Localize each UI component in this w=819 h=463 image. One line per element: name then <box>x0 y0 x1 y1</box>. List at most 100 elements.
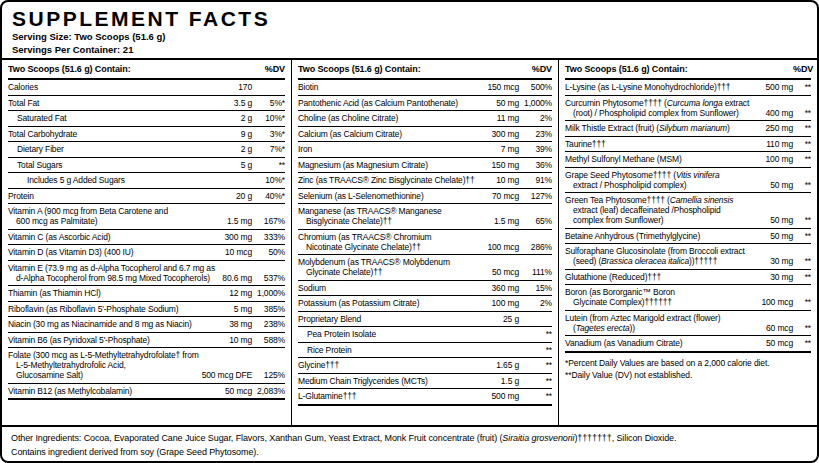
nutrient-row-main: extract / Phospholipid complex)50 mg** <box>565 180 811 190</box>
footnote-line: *Percent Daily Values are based on a 2,0… <box>565 357 811 370</box>
column-header: Two Scoops (51.6 g) Contain:%DV <box>298 60 552 80</box>
nutrient-row: Vitamin E (73.9 mg as d-Alpha Tocopherol… <box>8 261 285 287</box>
nutrient-amount: 500 mg <box>762 82 793 92</box>
nutrient-dv: 3%* <box>252 129 285 139</box>
nutrient-row-main: 600 mcg as Palmitate)1.5 mg167% <box>8 216 285 226</box>
label-header: SUPPLEMENT FACTS Serving Size: Two Scoop… <box>2 2 817 58</box>
other-ingredients-text: Other Ingredients: Cocoa, Evaporated Can… <box>11 431 808 445</box>
nutrient-row-main: Choline (as Choline Citrate)11 mg2% <box>298 113 552 123</box>
nutrient-amount: 170 <box>234 82 252 92</box>
nutrient-row-main: (Tagetes erecta))60 mcg** <box>565 323 811 333</box>
nutrient-row: Lutein (from Aztec Marigold extract (flo… <box>565 311 811 337</box>
nutrient-dv: 537% <box>252 273 285 283</box>
column-header: Two Scoops (51.6 g) Contain:%DV <box>565 60 811 80</box>
nutrient-name: Biotin <box>298 82 318 92</box>
nutrient-name: Magnesium (as Magnesium Citrate) <box>298 160 428 170</box>
column-header-label: Two Scoops (51.6 g) Contain: <box>8 64 252 75</box>
nutrient-row: Iron7 mg39% <box>298 142 552 158</box>
nutrient-dv: ** <box>252 160 285 170</box>
nutrient-dv: 286% <box>519 242 552 252</box>
nutrient-row-main: Glucosamine Salt)500 mcg DFE125% <box>8 370 285 380</box>
nutrient-row-main: Rice Protein** <box>298 345 552 355</box>
nutrient-row-main: complex from Sunflower)50 mg** <box>565 215 811 225</box>
nutrient-row: Glutathione (Reduced)†††30 mg** <box>565 270 811 286</box>
nutrient-amount: 12 mg <box>225 288 252 298</box>
nutrient-dv: ** <box>793 323 811 333</box>
nutrient-name: d-Alpha Tocopherol from 98.5 mg Mixed To… <box>8 273 210 283</box>
nutrient-name-line: Lutein (from Aztec Marigold extract (flo… <box>565 313 811 323</box>
soy-note-text: Contains ingredient derived from soy (Gr… <box>11 445 808 459</box>
nutrient-row-main: Riboflavin (as Riboflavin 5'-Phosphate S… <box>8 304 285 314</box>
nutrient-row: Magnesium (as Magnesium Citrate)150 mg36… <box>298 158 552 174</box>
nutrient-amount: 150 mg <box>488 160 519 170</box>
nutrient-row-main: Pea Protein Isolate** <box>298 329 552 339</box>
nutrient-amount: 50 mcg <box>221 386 252 396</box>
nutrient-row: Thiamin (as Thiamin HCl)12 mg1,000% <box>8 286 285 302</box>
nutrient-dv: 5%* <box>252 98 285 108</box>
nutrient-amount: 70 mcg <box>488 191 519 201</box>
nutrient-dv: ** <box>793 108 811 118</box>
nutrient-dv: 500% <box>519 82 552 92</box>
nutrient-name: Total Sugars <box>8 160 62 170</box>
nutrient-name-line: Folate (300 mcg as L-5-Methyltetrahydrof… <box>8 350 285 360</box>
nutrient-name: Vanadium (as Vanadium Citrate) <box>565 338 683 348</box>
nutrient-row: Vitamin C (as Ascorbic Acid)300 mg333% <box>8 230 285 246</box>
nutrient-amount: 1.65 g <box>492 360 519 370</box>
nutrient-row: Selenium (as L-Selenomethionine)70 mcg12… <box>298 189 552 205</box>
nutrient-amount: 300 mg <box>488 129 519 139</box>
nutrient-dv: 23% <box>519 129 552 139</box>
nutrient-column-3: Two Scoops (51.6 g) Contain:%DVL-Lysine … <box>559 60 817 425</box>
nutrient-amount: 60 mcg <box>762 323 793 333</box>
nutrient-dv: 91% <box>519 175 552 185</box>
nutrient-row-main: Zinc (as TRAACS® Zinc Bisglycinate Chela… <box>298 175 552 185</box>
nutrient-amount: 10 mcg <box>221 247 252 257</box>
nutrient-dv: 15% <box>519 283 552 293</box>
nutrient-amount: 1.5 g <box>497 376 519 386</box>
column-header-label: Two Scoops (51.6 g) Contain: <box>565 64 793 75</box>
nutrient-amount: 2 g <box>237 144 252 154</box>
nutrient-row-main: Glutathione (Reduced)†††30 mg** <box>565 272 811 282</box>
nutrient-dv: 10%* <box>252 175 285 185</box>
nutrient-name: Proprietary Blend <box>298 314 361 324</box>
nutrient-row-main: Total Sugars5 g** <box>8 160 285 170</box>
column-header-dv-label: %DV <box>793 64 811 75</box>
nutrient-row-main: Vitamin D (as Vitamin D3) (400 IU)10 mcg… <box>8 247 285 257</box>
nutrient-row: Proprietary Blend25 g <box>298 312 552 328</box>
nutrient-name: Glycinate Chelate)†† <box>298 267 382 277</box>
nutrient-row: Total Fat3.5 g5%* <box>8 96 285 112</box>
nutrient-rows: L-Lysine (as L-Lysine Monohydrochloride)… <box>565 80 811 353</box>
nutrient-row-main: Magnesium (as Magnesium Citrate)150 mg36… <box>298 160 552 170</box>
nutrient-amount: 300 mg <box>221 232 252 242</box>
serving-size-text: Serving Size: Two Scoops (51.6 g) <box>12 30 807 43</box>
nutrient-amount: 7 mg <box>497 144 519 154</box>
nutrient-amount: 50 mg <box>492 98 519 108</box>
nutrient-amount: 30 mg <box>766 272 793 282</box>
nutrient-row: Chromium (as TRAACS® ChromiumNicotinate … <box>298 230 552 256</box>
nutrient-row-main: Glycinate Chelate)††50 mcg111% <box>298 267 552 277</box>
nutrient-row-main: Thiamin (as Thiamin HCl)12 mg1,000% <box>8 288 285 298</box>
nutrient-dv: ** <box>793 123 811 133</box>
column-header: Two Scoops (51.6 g) Contain:%DV <box>8 60 285 80</box>
nutrient-name: Total Carbohydrate <box>8 129 77 139</box>
nutrient-amount: 80.6 mg <box>218 273 252 283</box>
nutrient-dv: ** <box>519 360 552 370</box>
nutrient-row-main: Medium Chain Triglycerides (MCTs)1.5 g** <box>298 376 552 386</box>
nutrient-row: Total Carbohydrate9 g3%* <box>8 127 285 143</box>
nutrient-amount: 3.5 g <box>230 98 252 108</box>
nutrient-row: Pantothenic Acid (as Calcium Pantothenat… <box>298 96 552 112</box>
nutrient-row: Manganese (as TRAACS® ManganeseBisglycin… <box>298 204 552 230</box>
nutrient-amount: 500 mg <box>488 391 519 401</box>
nutrient-row: Methyl Sulfonyl Methane (MSM)100 mg** <box>565 152 811 168</box>
nutrient-row-main: Proprietary Blend25 g <box>298 314 552 324</box>
nutrient-row: Molybdenum (as TRAACS® MolybdenumGlycina… <box>298 255 552 281</box>
footnote-line: **Daily Value (DV) not established. <box>565 369 811 382</box>
nutrient-row-main: Bisglycinate Chelate)††1.5 mg65% <box>298 216 552 226</box>
nutrient-dv: ** <box>793 180 811 190</box>
label-footer: Other Ingredients: Cocoa, Evaporated Can… <box>2 427 817 461</box>
nutrient-row-main: Selenium (as L-Selenomethionine)70 mcg12… <box>298 191 552 201</box>
nutrient-row: Green Tea Phytosome†††† (Camellia sinens… <box>565 193 811 229</box>
nutrient-row-main: Calcium (as Calcium Citrate)300 mg23% <box>298 129 552 139</box>
nutrient-dv: 125% <box>252 370 285 380</box>
nutrient-row: Taurine†††110 mg** <box>565 137 811 153</box>
nutrient-dv: 50% <box>252 247 285 257</box>
